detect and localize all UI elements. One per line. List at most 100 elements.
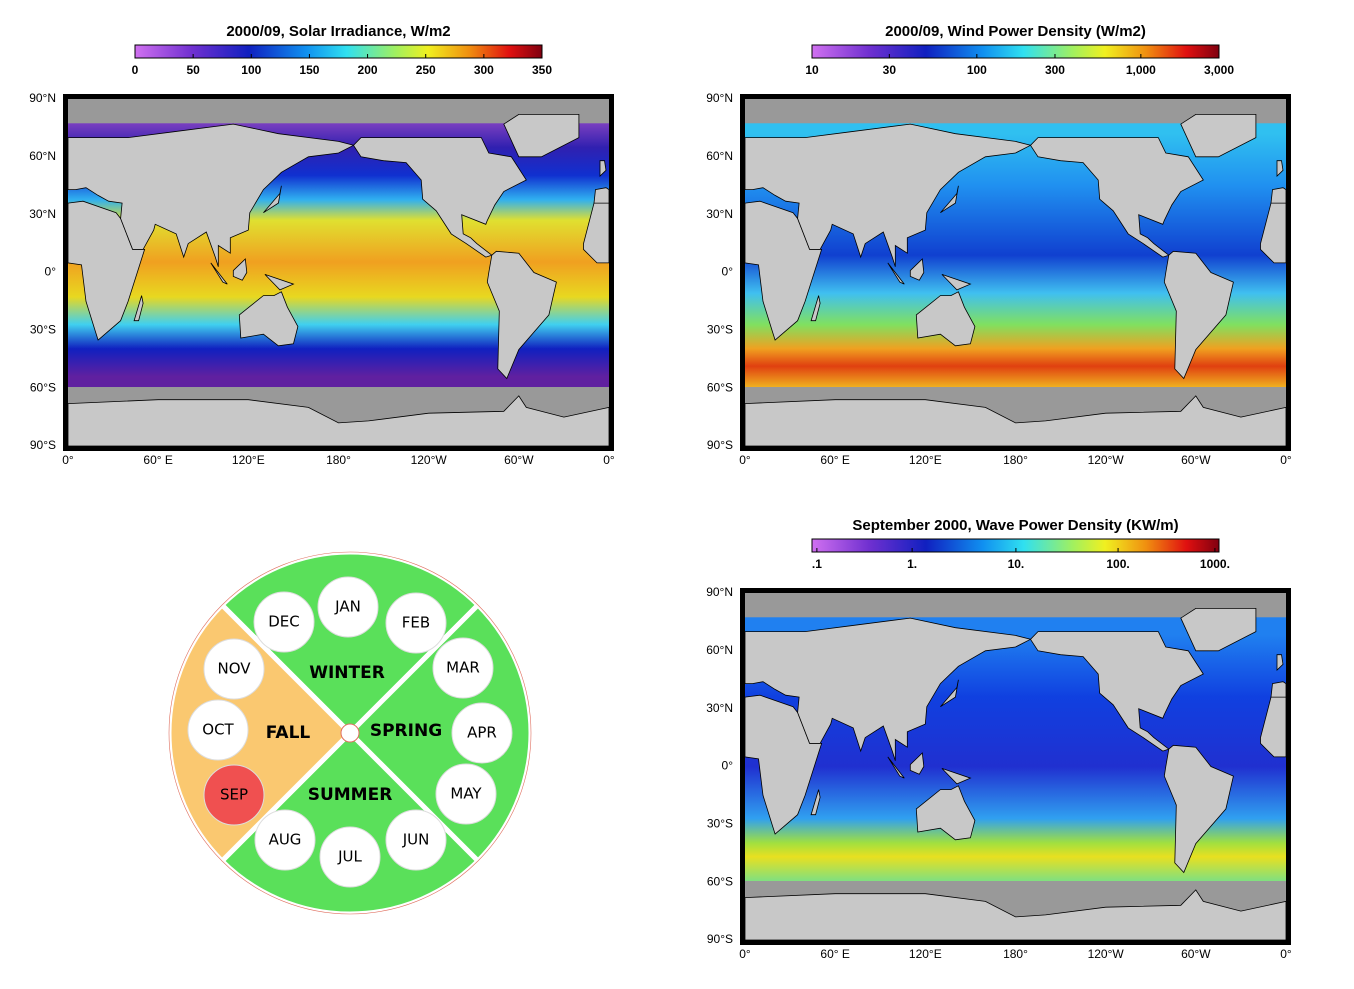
land xyxy=(940,185,959,214)
lat-label: 90°N xyxy=(29,91,56,105)
lon-label: 0° xyxy=(1280,947,1292,961)
lon-label: 0° xyxy=(739,947,751,961)
month-label: APR xyxy=(467,724,497,742)
lat-label: 0° xyxy=(722,759,734,773)
land xyxy=(67,123,355,267)
colorbar-label: 100 xyxy=(241,63,261,77)
month-circle xyxy=(203,638,265,700)
month-label: MAR xyxy=(446,659,480,677)
land xyxy=(1163,744,1234,874)
lat-label: 30°S xyxy=(707,323,733,337)
month-circle xyxy=(435,763,497,825)
colorbar-label: 100 xyxy=(967,63,987,77)
land xyxy=(909,752,925,775)
lon-label: 120°W xyxy=(411,453,448,467)
lat-label: 90°S xyxy=(707,438,733,452)
month-label: JUL xyxy=(337,848,362,866)
map xyxy=(744,99,1287,447)
land xyxy=(263,185,282,214)
lon-label: 120°E xyxy=(232,453,265,467)
month-label: AUG xyxy=(269,831,302,849)
land xyxy=(1276,654,1284,672)
wheel-outline xyxy=(168,551,532,915)
month-circle xyxy=(317,576,379,638)
colorbar-label: 100. xyxy=(1106,557,1129,571)
lon-label: 120°E xyxy=(909,947,942,961)
colorbar-label: 0 xyxy=(132,63,139,77)
month-label: OCT xyxy=(202,721,234,739)
lon-label: 60°W xyxy=(1181,947,1211,961)
month-label: SEP xyxy=(220,786,248,804)
land xyxy=(1029,631,1204,752)
colorbar-label: 10 xyxy=(805,63,819,77)
land xyxy=(744,200,823,341)
map xyxy=(67,99,610,447)
map xyxy=(744,593,1287,941)
land xyxy=(593,187,610,204)
lon-label: 180° xyxy=(1003,947,1028,961)
month-circle xyxy=(253,591,315,653)
lat-label: 30°S xyxy=(30,323,56,337)
colorbar-label: 1000. xyxy=(1200,557,1230,571)
lon-label: 60° E xyxy=(820,947,849,961)
month-circle xyxy=(451,702,513,764)
colorbar-label: 50 xyxy=(186,63,200,77)
land xyxy=(1270,681,1287,698)
lon-label: 60°W xyxy=(1181,453,1211,467)
map-title: 2000/09, Solar Irradiance, W/m2 xyxy=(226,23,450,40)
land xyxy=(1029,137,1204,258)
land xyxy=(238,291,299,347)
lon-label: 120°W xyxy=(1088,453,1125,467)
lon-label: 0° xyxy=(603,453,615,467)
land xyxy=(941,274,972,291)
land xyxy=(744,694,823,835)
land xyxy=(887,262,905,285)
land xyxy=(940,679,959,708)
month-circle xyxy=(254,809,316,871)
season-label: SPRING xyxy=(370,721,442,741)
land xyxy=(915,291,976,347)
lon-label: 60°W xyxy=(504,453,534,467)
colorbar-label: .1 xyxy=(812,557,822,571)
season-label: SUMMER xyxy=(308,785,393,805)
lon-label: 180° xyxy=(326,453,351,467)
lon-label: 60° E xyxy=(820,453,849,467)
colorbar-label: 1,000 xyxy=(1126,63,1156,77)
land xyxy=(1180,608,1257,652)
month-circle xyxy=(203,764,265,826)
lon-label: 0° xyxy=(62,453,74,467)
lat-label: 0° xyxy=(722,265,734,279)
lat-label: 60°N xyxy=(706,149,733,163)
lat-label: 60°S xyxy=(707,874,733,888)
wheel-center xyxy=(340,723,360,743)
land xyxy=(232,258,248,281)
month-label: JAN xyxy=(334,598,361,616)
colorbar-label: 30 xyxy=(883,63,897,77)
land xyxy=(909,258,925,281)
land xyxy=(1270,187,1287,204)
lat-label: 30°N xyxy=(706,207,733,221)
month-label: JUN xyxy=(402,831,430,849)
lat-label: 30°S xyxy=(707,817,733,831)
colorbar-label: 150 xyxy=(299,63,319,77)
land xyxy=(915,785,976,841)
colorbar-label: 300 xyxy=(1045,63,1065,77)
land xyxy=(810,789,821,816)
land xyxy=(352,137,527,258)
colorbar-label: 3,000 xyxy=(1204,63,1234,77)
month-circle xyxy=(385,592,447,654)
land xyxy=(1276,160,1284,178)
land xyxy=(744,617,1032,761)
lat-label: 90°S xyxy=(707,932,733,946)
lat-label: 90°S xyxy=(30,438,56,452)
colorbar-label: 1. xyxy=(907,557,917,571)
map-frame xyxy=(740,94,1291,451)
lon-label: 0° xyxy=(1280,453,1292,467)
month-circle xyxy=(319,826,381,888)
map-title: 2000/09, Wind Power Density (W/m2) xyxy=(885,23,1146,40)
lat-label: 0° xyxy=(45,265,57,279)
colorbar-label: 250 xyxy=(416,63,436,77)
lat-label: 90°N xyxy=(706,91,733,105)
month-circle xyxy=(385,809,447,871)
